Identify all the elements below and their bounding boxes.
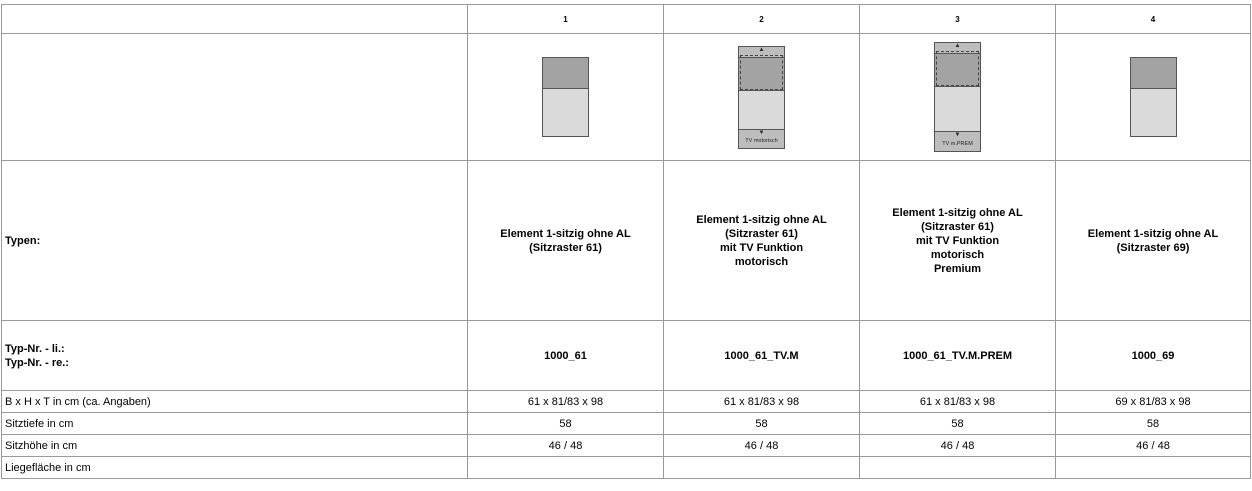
typen-line: Element 1-sitzig ohne AL [696, 213, 827, 226]
element-diagram-tv: ▲ ▼ TV motorisch [738, 45, 785, 149]
typen-line: Element 1-sitzig ohne AL [1087, 227, 1219, 240]
bht-row: B x H x T in cm (ca. Angaben) 61 x 81/83… [1, 390, 1251, 413]
sitzhoehe-value: 46 / 48 [1055, 434, 1251, 457]
typen-cell: Element 1-sitzig ohne AL (Sitzraster 61)… [859, 160, 1056, 321]
column-number: 1 [563, 14, 568, 24]
sitztiefe-value: 58 [859, 412, 1056, 435]
typen-row: Typen: Element 1-sitzig ohne AL (Sitzras… [1, 160, 1251, 321]
typen-line: Premium [933, 262, 982, 275]
liegeflaeche-value [1055, 456, 1251, 479]
sitztiefe-label: Sitztiefe in cm [1, 412, 468, 435]
typen-cell: Element 1-sitzig ohne AL (Sitzraster 61) [467, 160, 664, 321]
sitzhoehe-label: Sitzhöhe in cm [1, 434, 468, 457]
sitzhoehe-value: 46 / 48 [859, 434, 1056, 457]
image-row: ▲ ▼ TV motorisch ▲ ▼ TV m.PREM [1, 33, 1251, 161]
typen-line: mit TV Funktion [719, 241, 804, 254]
column-number: 3 [955, 14, 960, 24]
liegeflaeche-label: Liegefläche in cm [1, 456, 468, 479]
liegeflaeche-value [859, 456, 1056, 479]
arrow-down-icon: ▼ [758, 129, 765, 136]
sitzhoehe-value: 46 / 48 [663, 434, 860, 457]
typnr-value: 1000_69 [1055, 320, 1251, 391]
bht-value: 61 x 81/83 x 98 [467, 390, 664, 413]
typen-label: Typen: [1, 160, 468, 321]
typnr-value: 1000_61_TV.M [663, 320, 860, 391]
typnr-left-label: Typ-Nr. - li.: [5, 342, 65, 355]
backrest-block [1129, 57, 1177, 89]
backrest-block [738, 56, 785, 91]
typen-line: (Sitzraster 69) [1116, 241, 1190, 254]
bht-value: 61 x 81/83 x 98 [663, 390, 860, 413]
spec-table: 1 2 3 4 ▲ ▼ TV motorisch [1, 4, 1251, 479]
tv-caption: TV m.PREM [942, 141, 973, 147]
seat-block [934, 86, 981, 132]
image-row-label-cell [1, 33, 468, 161]
typen-cell: Element 1-sitzig ohne AL (Sitzraster 61)… [663, 160, 860, 321]
typen-line: Element 1-sitzig ohne AL [500, 227, 631, 240]
typen-line: motorisch [734, 255, 789, 268]
tv-bottom-block [934, 131, 981, 152]
element-diagram [542, 57, 589, 137]
bht-value: 69 x 81/83 x 98 [1055, 390, 1251, 413]
sitztiefe-value: 58 [663, 412, 860, 435]
typnr-right-label: Typ-Nr. - re.: [5, 356, 69, 369]
typen-line: motorisch [930, 248, 985, 261]
typen-line: (Sitzraster 61) [725, 227, 798, 240]
column-number: 4 [1150, 14, 1156, 24]
typen-line: (Sitzraster 61) [529, 241, 602, 254]
arrow-down-icon: ▼ [954, 132, 961, 138]
header-row: 1 2 3 4 [1, 4, 1251, 34]
typen-cell: Element 1-sitzig ohne AL (Sitzraster 69) [1055, 160, 1251, 321]
liegeflaeche-row: Liegefläche in cm [1, 456, 1251, 479]
bht-label: B x H x T in cm (ca. Angaben) [1, 390, 468, 413]
arrow-up-icon: ▲ [758, 46, 765, 53]
column-number: 2 [759, 14, 764, 24]
typen-line: (Sitzraster 61) [921, 220, 994, 233]
typnr-row: Typ-Nr. - li.: Typ-Nr. - re.: 1000_61 10… [1, 320, 1251, 391]
typnr-value: 1000_61_TV.M.PREM [859, 320, 1056, 391]
seat-block [738, 89, 785, 130]
backrest-block [542, 57, 589, 89]
seat-block [542, 88, 589, 137]
sitzhoehe-value: 46 / 48 [467, 434, 664, 457]
liegeflaeche-value [663, 456, 860, 479]
tv-caption: TV motorisch [745, 137, 778, 144]
sitztiefe-row: Sitztiefe in cm 58 58 58 58 [1, 412, 1251, 435]
sitztiefe-value: 58 [467, 412, 664, 435]
element-diagram [1129, 57, 1177, 137]
typnr-label-cell: Typ-Nr. - li.: Typ-Nr. - re.: [1, 320, 468, 391]
bht-value: 61 x 81/83 x 98 [859, 390, 1056, 413]
tv-outline [936, 51, 979, 86]
arrow-up-icon: ▲ [954, 43, 961, 49]
typnr-value: 1000_61 [467, 320, 664, 391]
typen-line: Element 1-sitzig ohne AL [892, 206, 1023, 219]
element-diagram-tv-premium: ▲ ▼ TV m.PREM [934, 42, 981, 152]
sitzhoehe-row: Sitzhöhe in cm 46 / 48 46 / 48 46 / 48 4… [1, 434, 1251, 457]
sitztiefe-value: 58 [1055, 412, 1251, 435]
tv-bottom-block [738, 128, 785, 149]
seat-block [1129, 88, 1177, 137]
typen-line: mit TV Funktion [915, 234, 1000, 247]
backrest-block [934, 53, 981, 87]
tv-outline [740, 54, 783, 90]
liegeflaeche-value [467, 456, 664, 479]
header-empty-cell [1, 4, 468, 34]
